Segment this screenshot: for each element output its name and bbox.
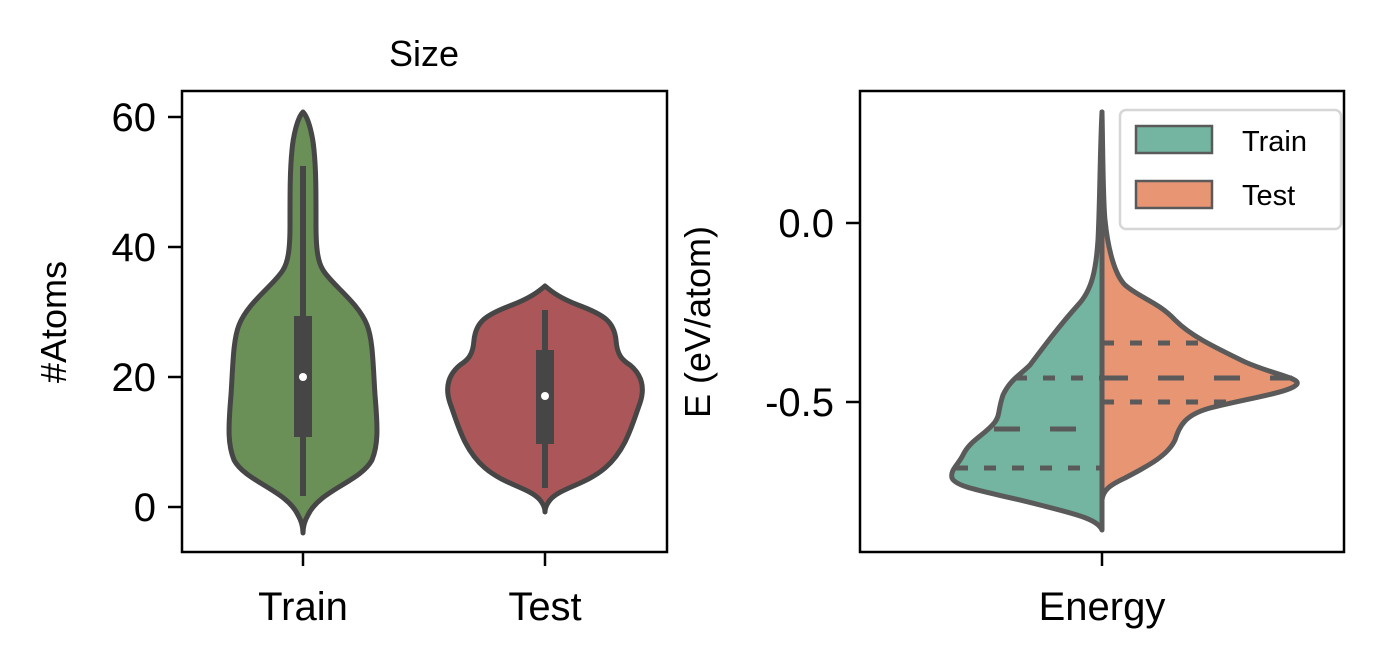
left-ytick-40: 40	[112, 226, 157, 270]
right-ytick-neg05: -0.5	[765, 381, 834, 425]
right-panel: 0.0 -0.5 Energy E (eV/atom) Train Test	[677, 89, 1346, 629]
left-ytick-0: 0	[134, 486, 156, 530]
left-ytick-20: 20	[112, 356, 157, 400]
left-xtick-train: Train	[258, 585, 348, 629]
right-ytick-0: 0.0	[778, 202, 834, 246]
split-violin-train	[949, 109, 1105, 533]
left-xtick-test: Test	[508, 585, 581, 629]
legend-label-train: Train	[1242, 126, 1307, 158]
right-yticks	[846, 221, 860, 404]
legend: Train Test	[1118, 108, 1343, 231]
legend-label-test: Test	[1242, 180, 1295, 212]
left-yticks	[168, 115, 182, 509]
left-xticks	[301, 552, 547, 566]
legend-patch-test	[1134, 179, 1214, 210]
left-ytick-60: 60	[112, 96, 157, 140]
left-ylabel: #Atoms	[33, 261, 74, 383]
median-test	[541, 392, 549, 400]
right-ylabel: E (eV/atom)	[677, 226, 718, 418]
split-violin-test	[1099, 109, 1300, 503]
left-axes-frame	[180, 89, 669, 554]
left-panel: Size 0 20 40 60 Train Test #A	[33, 33, 669, 629]
median-train	[299, 373, 307, 381]
legend-patch-train	[1134, 124, 1214, 155]
left-title: Size	[389, 33, 459, 74]
right-xtick-energy: Energy	[1039, 585, 1166, 629]
